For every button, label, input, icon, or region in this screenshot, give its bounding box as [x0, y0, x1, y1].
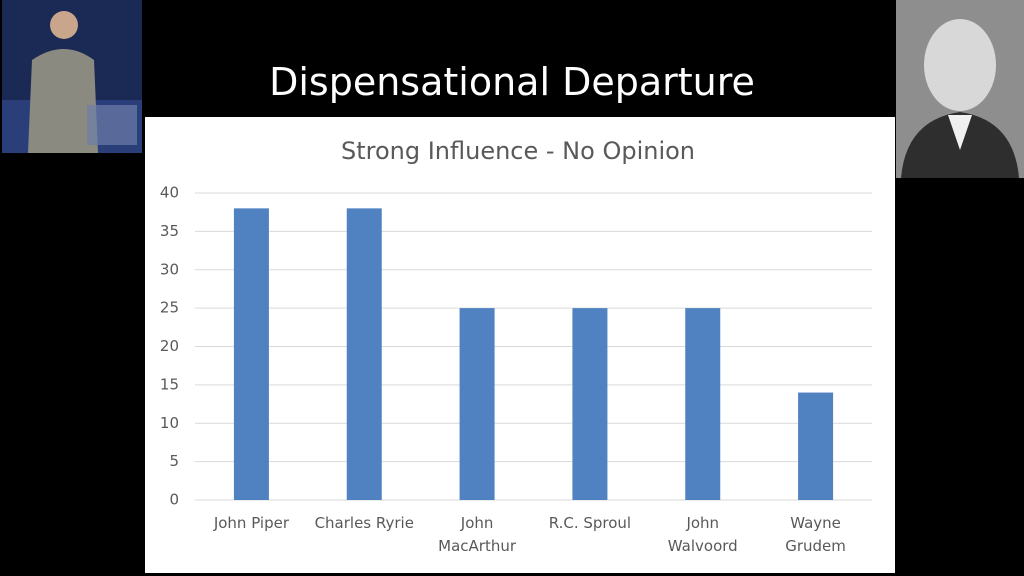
- bar: [685, 308, 721, 500]
- bar: [572, 308, 608, 500]
- photo-right: [896, 0, 1024, 178]
- y-tick-label: 25: [160, 299, 179, 317]
- x-tick-label: R.C. Sproul: [548, 514, 632, 532]
- chart: Strong Influence - No Opinion 0 5 10 15 20 25…: [160, 137, 872, 509]
- y-tick-label: 15: [160, 375, 179, 393]
- x-tick-label: John Walvoord: [667, 514, 738, 555]
- bar: [346, 208, 382, 500]
- y-tick-label: 5: [169, 452, 179, 470]
- x-tick-label: John MacArthur: [438, 514, 517, 555]
- y-tick-label: 10: [160, 414, 179, 432]
- bar: [459, 308, 495, 500]
- y-tick-label: 40: [160, 184, 179, 202]
- chart-title: Strong Influence - No Opinion: [341, 137, 695, 165]
- slide-title: Dispensational Departure: [269, 60, 755, 104]
- y-tick-label: 0: [169, 491, 179, 509]
- bar: [798, 392, 834, 500]
- x-tick-label: John Piper: [213, 514, 289, 532]
- y-tick-label: 35: [160, 222, 179, 240]
- y-tick-label: 30: [160, 260, 179, 278]
- chart-box: Strong Influence - No Opinion 0 5 10 15 20 25…: [145, 117, 895, 573]
- photo-left: [2, 0, 142, 153]
- x-tick-label: Charles Ryrie: [314, 514, 414, 532]
- bar: [233, 208, 269, 500]
- x-tick-label: Wayne Grudem: [785, 514, 846, 555]
- y-tick-label: 20: [160, 337, 179, 355]
